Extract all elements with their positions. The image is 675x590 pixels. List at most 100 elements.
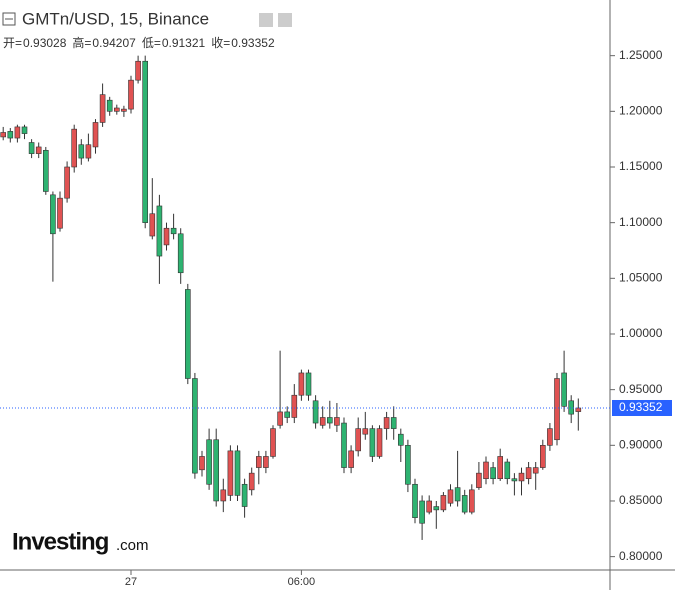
ohlc-value: 0.91321 — [162, 36, 206, 50]
candle-body — [490, 467, 496, 480]
candle-body — [291, 394, 298, 418]
candle-body — [468, 489, 475, 513]
candle-body — [57, 197, 63, 229]
candle-body — [525, 467, 532, 480]
y-tick-label: 1.25000 — [619, 48, 663, 62]
candle-body — [206, 439, 212, 485]
ohlc-label: 收= — [211, 36, 230, 50]
settings-icon[interactable] — [259, 13, 273, 27]
candle-body — [298, 372, 305, 396]
candle-body — [355, 428, 362, 452]
candle-body — [483, 461, 489, 480]
candle-body — [28, 142, 35, 154]
candle-body — [341, 422, 347, 468]
y-tick-label: 1.00000 — [619, 326, 663, 340]
candle-body — [128, 79, 134, 110]
candle-body — [312, 400, 319, 424]
candle-body — [0, 132, 6, 138]
candle-body — [497, 456, 504, 480]
candle-body — [547, 428, 553, 446]
collapse-icon[interactable] — [2, 12, 16, 26]
candle-body — [185, 289, 191, 379]
candle-body — [14, 126, 21, 139]
candle-body — [376, 428, 383, 457]
y-tick-label: 0.80000 — [619, 549, 663, 563]
candle-body — [539, 445, 546, 468]
candle-body — [163, 227, 170, 246]
candle-body — [554, 378, 560, 441]
candle-body — [326, 417, 333, 424]
candle-body — [170, 227, 177, 235]
y-tick-label: 0.90000 — [619, 437, 663, 451]
candle-body — [21, 126, 28, 134]
candle-body — [7, 131, 14, 139]
candle-body — [263, 456, 269, 468]
candle-body — [241, 483, 248, 507]
logo-suffix: .com — [116, 537, 149, 554]
logo: Investing — [12, 528, 109, 555]
settings-icon[interactable] — [278, 13, 292, 27]
candle-body — [192, 378, 198, 474]
candle-body — [319, 417, 326, 426]
candle-body — [532, 467, 539, 474]
candle-body — [369, 428, 376, 457]
candle-body — [476, 472, 482, 488]
candle-body — [518, 472, 525, 482]
y-tick-label: 0.95000 — [619, 382, 663, 396]
candle-body — [35, 146, 42, 154]
price-badge-label: 0.93352 — [619, 400, 663, 414]
candle-body — [114, 107, 120, 112]
candle-body — [447, 489, 454, 504]
candle-body — [142, 60, 148, 223]
candle-body — [397, 433, 404, 446]
price-badge — [612, 399, 672, 416]
y-tick-label: 1.15000 — [619, 159, 663, 173]
x-tick-label: 06:00 — [288, 576, 316, 588]
candle-body — [149, 213, 156, 237]
candle-body — [461, 495, 468, 513]
ohlc-value: 0.93028 — [23, 36, 67, 50]
candle-body — [511, 478, 518, 482]
candle-body — [50, 194, 56, 235]
candle-body — [255, 456, 262, 468]
ohlc-value: 0.94207 — [92, 36, 136, 50]
candle-body — [440, 495, 447, 511]
y-tick-label: 1.20000 — [619, 104, 663, 118]
candle-body — [561, 372, 567, 407]
candle-body — [121, 108, 127, 112]
candle-body — [412, 483, 418, 518]
candle-body — [92, 122, 99, 148]
candle-body — [106, 99, 113, 112]
candle-body — [220, 489, 227, 502]
ohlc-label: 低= — [142, 36, 161, 50]
y-tick-label: 1.05000 — [619, 270, 663, 284]
candle-body — [42, 149, 49, 192]
candle-body — [433, 506, 440, 511]
candle-body — [71, 128, 77, 168]
candle-body — [305, 372, 312, 396]
candle-body — [277, 411, 283, 426]
candle-body — [575, 407, 582, 412]
candle-body — [227, 450, 234, 496]
candle-body — [362, 428, 369, 435]
candle-body — [85, 144, 92, 159]
ohlc-value: 0.93352 — [231, 36, 275, 50]
candle-body — [454, 487, 461, 502]
candle-body — [568, 400, 575, 415]
candle-body — [348, 450, 354, 468]
candle-body — [213, 439, 219, 502]
plot-area — [0, 55, 582, 540]
candle-body — [390, 417, 397, 429]
candle-body — [419, 500, 425, 524]
candle-body — [177, 233, 184, 274]
candle-body — [135, 60, 141, 81]
x-tick-label: 27 — [125, 576, 137, 588]
candle-body — [156, 205, 163, 257]
candle-body — [234, 450, 241, 496]
y-tick-label: 1.10000 — [619, 215, 663, 229]
candle-body — [284, 411, 291, 418]
candle-body — [78, 144, 85, 159]
candle-body — [504, 461, 511, 480]
candle-body — [199, 456, 205, 471]
candle-body — [248, 472, 255, 491]
